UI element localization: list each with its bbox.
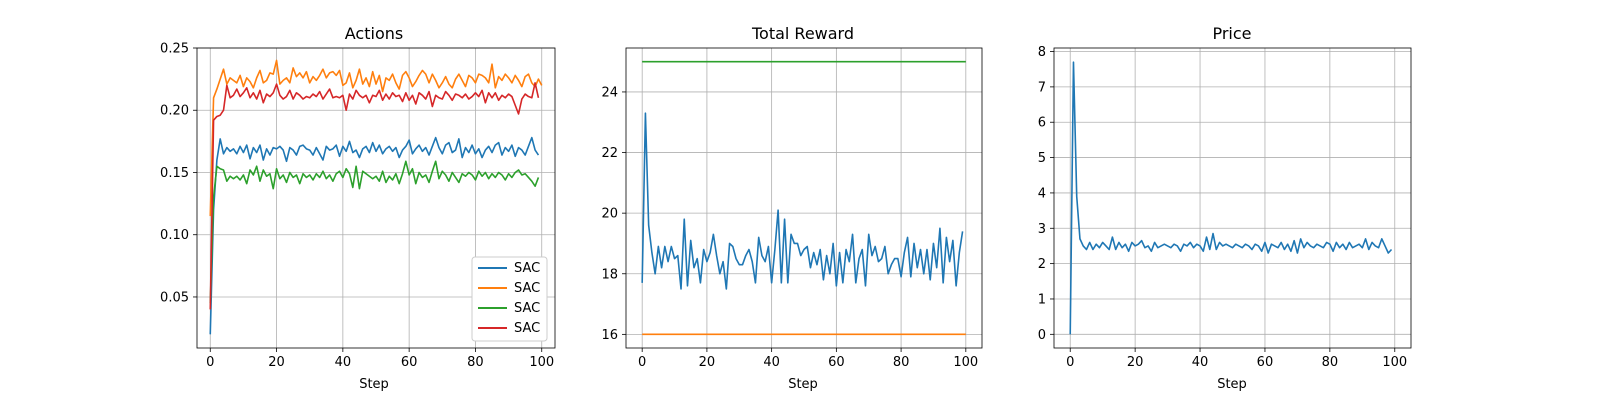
price-chart-title: Price [1212,24,1251,43]
price-ytick-label: 1 [1038,292,1046,307]
total-reward-chart-xlabel: Step [788,377,818,392]
legend-label-3: SAC [514,321,540,336]
price-chart-xlabel: Step [1217,377,1247,392]
total-reward-ytick-label: 24 [601,85,618,100]
actions-ytick-label: 0.25 [160,42,189,57]
total-reward-xtick-label: 20 [699,355,716,370]
total-reward-xtick-label: 80 [893,355,910,370]
actions-series-line-3 [209,82,540,310]
total-reward-chart-title: Total Reward [751,24,854,43]
total-reward-ytick-label: 16 [601,328,618,343]
total-reward-series-line-0 [641,112,964,290]
price-xtick-label: 100 [1382,355,1407,370]
price-plot-frame [1053,47,1412,349]
actions-xtick-label: 60 [401,355,418,370]
total-reward-ytick-label: 18 [601,267,618,282]
legend-label-1: SAC [514,281,540,296]
actions-plot-frame [196,47,556,349]
price-ytick-label: 5 [1038,151,1046,166]
actions-xtick-label: 40 [335,355,352,370]
price-xtick-label: 0 [1066,355,1074,370]
total-reward-xtick-label: 60 [828,355,845,370]
actions-xtick-label: 80 [467,355,484,370]
total-reward-ytick-label: 22 [601,146,618,161]
actions-series-line-1 [209,59,543,217]
total-reward-xtick-label: 0 [638,355,646,370]
actions-ytick-label: 0.15 [160,166,189,181]
price-xtick-label: 40 [1192,355,1209,370]
actions-ytick-label: 0.10 [160,228,189,243]
price-ytick-label: 7 [1038,80,1046,95]
price-ytick-label: 8 [1038,45,1046,60]
price-xtick-label: 60 [1257,355,1274,370]
legend-label-2: SAC [514,301,540,316]
legend-frame [471,256,548,342]
total-reward-plot-frame [625,47,983,349]
price-ytick-label: 6 [1038,116,1046,131]
price-xtick-label: 80 [1322,355,1339,370]
actions-xtick-label: 100 [529,355,554,370]
actions-chart: Actions Step 0 20 40 60 80 100 0.05 0.10 0.15 0.2… [160,24,556,392]
price-ytick-label: 3 [1038,222,1046,237]
price-series-line-0 [1069,61,1393,335]
price-ytick-label: 0 [1038,328,1046,343]
total-reward-xtick-label: 100 [953,355,978,370]
total-reward-xtick-label: 40 [763,355,780,370]
total-reward-chart: Total Reward Step 0 20 40 60 80 100 16 18 20 22 24 [601,24,983,392]
actions-series-line-2 [209,160,540,304]
actions-series-line-0 [209,136,540,335]
actions-ytick-label: 0.05 [160,290,189,305]
price-chart: Price Step 0 20 40 60 80 100 0 1 2 3 4 5 6 7 8 [1038,24,1412,392]
actions-xtick-label: 20 [268,355,285,370]
actions-ytick-label: 0.20 [160,104,189,119]
actions-chart-xlabel: Step [359,377,389,392]
actions-xtick-label: 0 [206,355,214,370]
legend-label-0: SAC [514,261,540,276]
price-xtick-label: 20 [1127,355,1144,370]
price-ytick-label: 4 [1038,186,1046,201]
total-reward-ytick-label: 20 [601,207,618,222]
actions-chart-title: Actions [345,24,403,43]
price-ytick-label: 2 [1038,257,1046,272]
actions-legend: SAC SAC SAC SAC [471,256,548,342]
